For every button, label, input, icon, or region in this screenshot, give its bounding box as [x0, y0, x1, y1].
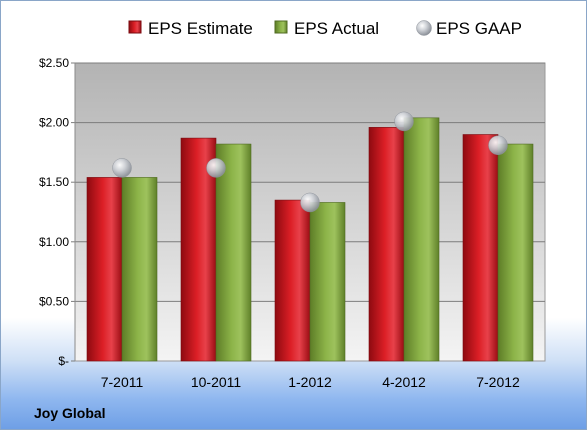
bars: [86, 111, 534, 362]
bar-eps-estimate: [86, 177, 123, 362]
legend-swatch: [416, 20, 432, 36]
y-tick-label: $2.50: [39, 56, 69, 70]
x-tick-label: 1-2012: [288, 374, 332, 390]
y-tick-label: $2.00: [39, 116, 69, 130]
x-axis: 7-2011 10-2011 1-2012 4-2012 7-2012: [101, 374, 520, 390]
chart-title: Joy Global: [34, 405, 106, 421]
y-tick-label: $1.00: [39, 235, 69, 249]
bar-eps-actual: [309, 202, 346, 362]
bar-eps-estimate: [368, 127, 405, 362]
y-tick-label: $-: [58, 354, 69, 368]
legend-label: EPS GAAP: [436, 19, 522, 38]
y-tick-label: $1.50: [39, 175, 69, 189]
x-tick-label: 4-2012: [382, 374, 426, 390]
legend-swatch: [128, 20, 142, 34]
bar-eps-actual: [497, 143, 534, 362]
bar-eps-actual: [215, 143, 252, 362]
legend-swatch: [274, 20, 288, 34]
bar-eps-actual: [403, 117, 440, 362]
marker-eps-gaap: [206, 158, 226, 178]
bar-eps-actual: [121, 177, 158, 362]
legend-label: EPS Actual: [294, 19, 379, 38]
marker-eps-gaap: [488, 135, 508, 155]
marker-eps-gaap: [300, 192, 320, 213]
marker-eps-gaap: [112, 158, 132, 178]
legend-label: EPS Estimate: [148, 19, 253, 38]
y-axis: $- $0.50 $1.00 $1.50 $2.00 $2.50: [39, 56, 76, 368]
legend: EPS Estimate EPS Actual EPS GAAP: [128, 19, 522, 38]
x-tick-label: 7-2011: [101, 374, 144, 390]
y-tick-label: $0.50: [39, 294, 69, 308]
bar-eps-estimate: [462, 134, 499, 362]
x-tick-label: 10-2011: [191, 374, 242, 390]
marker-eps-gaap: [394, 111, 414, 132]
x-tick-label: 7-2012: [476, 374, 520, 390]
bar-eps-estimate: [274, 199, 311, 362]
